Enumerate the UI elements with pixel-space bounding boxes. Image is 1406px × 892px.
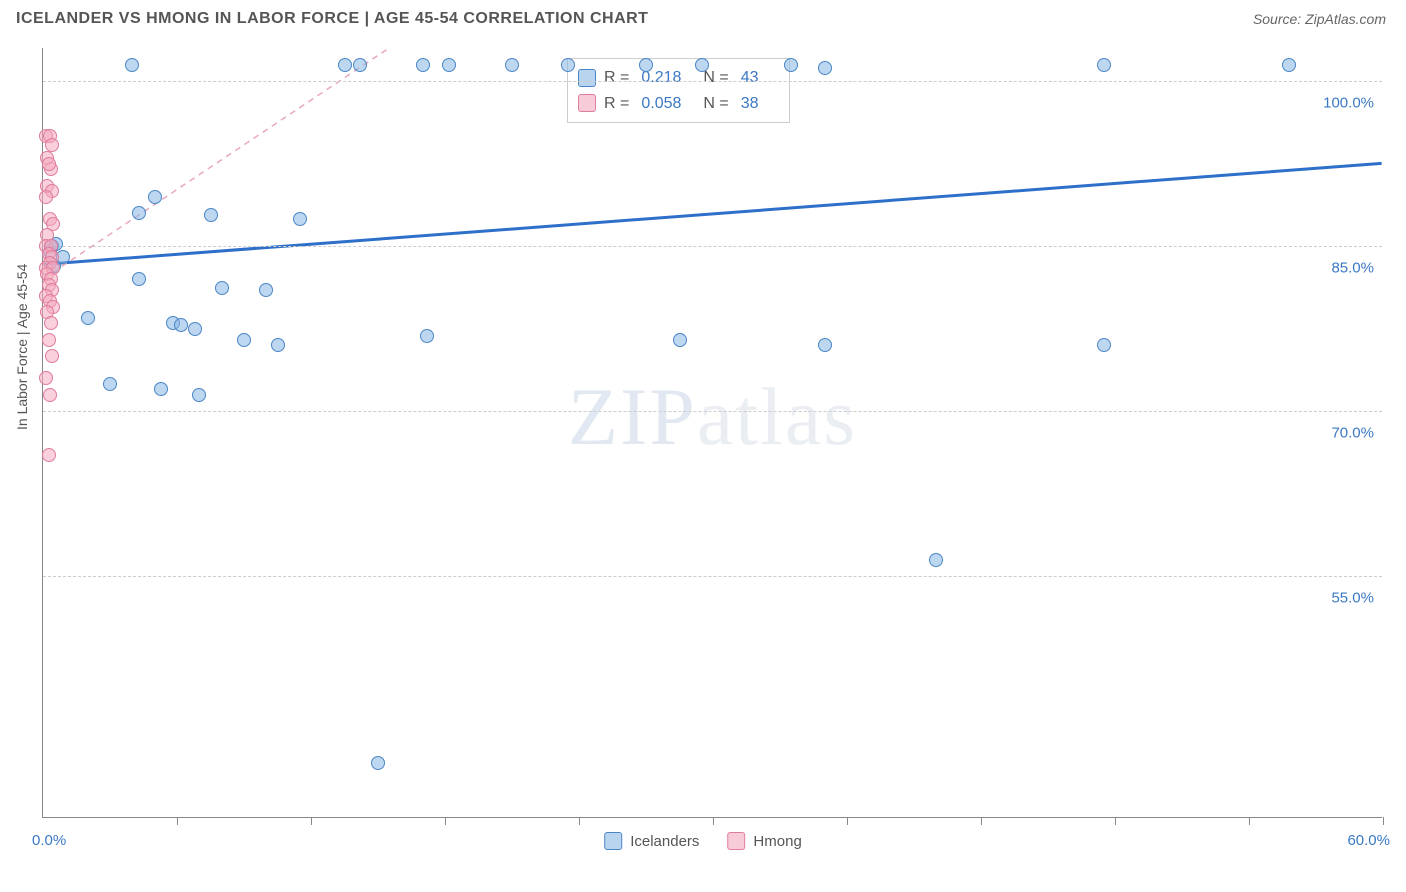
data-point (371, 756, 385, 770)
data-point (188, 322, 202, 336)
data-point (132, 272, 146, 286)
data-point (132, 206, 146, 220)
data-point (673, 333, 687, 347)
legend-swatch (604, 832, 622, 850)
watermark-bold: ZIP (568, 371, 697, 462)
data-point (353, 58, 367, 72)
data-point (639, 58, 653, 72)
data-point (237, 333, 251, 347)
data-point (1282, 58, 1296, 72)
y-tick-label: 100.0% (1323, 95, 1374, 112)
r-label: R = (604, 65, 629, 91)
data-point (148, 190, 162, 204)
x-tick (981, 817, 982, 825)
n-value: 43 (741, 65, 759, 91)
data-point (442, 58, 456, 72)
gridline-h (43, 411, 1382, 412)
trendlines-svg (43, 48, 1382, 817)
data-point (338, 58, 352, 72)
x-tick (445, 817, 446, 825)
data-point (125, 58, 139, 72)
data-point (929, 553, 943, 567)
data-point (1097, 58, 1111, 72)
data-point (174, 318, 188, 332)
chart-title: ICELANDER VS HMONG IN LABOR FORCE | AGE … (16, 10, 648, 28)
data-point (81, 311, 95, 325)
watermark: ZIPatlas (568, 370, 857, 464)
x-tick (311, 817, 312, 825)
x-tick (1383, 817, 1384, 825)
y-tick-label: 55.0% (1331, 590, 1374, 607)
x-tick (847, 817, 848, 825)
legend-label: Icelanders (630, 833, 699, 850)
series-legend: Icelanders Hmong (604, 832, 802, 850)
data-point (45, 349, 59, 363)
n-label: N = (703, 91, 728, 117)
y-axis-label: In Labor Force | Age 45-54 (14, 264, 30, 430)
data-point (43, 388, 57, 402)
y-tick-label: 70.0% (1331, 425, 1374, 442)
data-point (103, 377, 117, 391)
legend-swatch (578, 94, 596, 112)
data-point (293, 212, 307, 226)
x-axis-max-label: 60.0% (1347, 832, 1390, 849)
gridline-h (43, 576, 1382, 577)
data-point (39, 371, 53, 385)
legend-label: Hmong (753, 833, 801, 850)
chart-plot-area: ZIPatlas R =0.218N =43R = 0.058 N = 38 55.0… (42, 48, 1382, 818)
data-point (42, 448, 56, 462)
data-point (215, 281, 229, 295)
data-point (42, 333, 56, 347)
data-point (818, 338, 832, 352)
gridline-h (43, 246, 1382, 247)
x-tick (177, 817, 178, 825)
data-point (420, 329, 434, 343)
data-point (416, 58, 430, 72)
x-tick (713, 817, 714, 825)
x-tick (1249, 817, 1250, 825)
x-tick (579, 817, 580, 825)
data-point (784, 58, 798, 72)
data-point (818, 61, 832, 75)
data-point (259, 283, 273, 297)
gridline-h (43, 81, 1382, 82)
data-point (42, 157, 56, 171)
watermark-thin: atlas (697, 371, 857, 462)
r-label: R = (604, 91, 629, 117)
source-label: Source: ZipAtlas.com (1253, 11, 1386, 27)
trendline-pink (43, 48, 389, 279)
data-point (44, 316, 58, 330)
correlation-legend: R =0.218N =43R = 0.058 N = 38 (567, 58, 790, 123)
data-point (154, 382, 168, 396)
data-point (204, 208, 218, 222)
data-point (1097, 338, 1111, 352)
data-point (39, 190, 53, 204)
x-tick (1115, 817, 1116, 825)
n-value: 38 (741, 91, 759, 117)
legend-row: R = 0.058 N = 38 (578, 91, 773, 117)
data-point (271, 338, 285, 352)
legend-row: R =0.218N =43 (578, 65, 773, 91)
data-point (192, 388, 206, 402)
legend-swatch (727, 832, 745, 850)
legend-swatch (578, 69, 596, 87)
data-point (45, 138, 59, 152)
y-tick-label: 85.0% (1331, 260, 1374, 277)
data-point (695, 58, 709, 72)
r-value: 0.058 (641, 91, 681, 117)
legend-item: Hmong (727, 832, 801, 850)
legend-item: Icelanders (604, 832, 699, 850)
trendline-blue (43, 163, 1381, 264)
data-point (561, 58, 575, 72)
data-point (505, 58, 519, 72)
x-axis-min-label: 0.0% (32, 832, 66, 849)
